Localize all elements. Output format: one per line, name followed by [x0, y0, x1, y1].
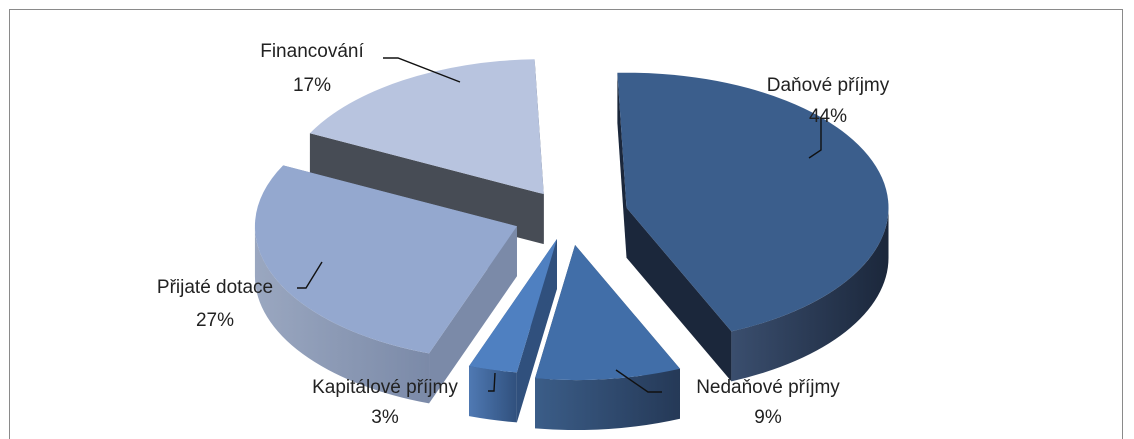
slice-kapitalove-prijmy-top	[469, 238, 557, 373]
label-danove-prijmy-value: 44%	[809, 106, 847, 127]
leader-line-kapitalove-prijmy	[488, 372, 496, 392]
label-danove-prijmy-name: Daňové příjmy	[767, 75, 890, 96]
slice-danove-prijmy	[617, 72, 889, 382]
leader-line-financovani	[383, 57, 461, 83]
slice-financovani	[309, 59, 544, 245]
leader-line-prijate-dotace	[297, 261, 323, 289]
slice-nedanove-prijmy-rim-0	[535, 368, 680, 430]
slice-financovani-top	[309, 59, 544, 195]
slice-danove-prijmy-wall-end	[626, 207, 732, 382]
pie-chart: Daňové příjmy 44% Nedaňové příjmy 9% Kap…	[157, 41, 890, 430]
label-prijate-dotace-value: 27%	[196, 310, 234, 331]
leader-line-nedanove-prijmy	[615, 369, 662, 393]
slice-danove-prijmy-rim-0	[731, 207, 889, 382]
label-financovani-name: Financování	[260, 41, 364, 62]
label-prijate-dotace-name: Přijaté dotace	[157, 277, 273, 298]
label-nedanove-prijmy-name: Nedaňové příjmy	[696, 377, 840, 398]
slice-nedanove-prijmy-top	[535, 244, 680, 380]
slice-prijate-dotace-top	[254, 165, 517, 354]
slice-financovani-wall-start	[309, 133, 544, 245]
slice-kapitalove-prijmy	[469, 238, 557, 423]
label-kapitalove-prijmy-value: 3%	[371, 407, 399, 428]
slice-prijate-dotace-rim-0	[254, 226, 430, 404]
labels-layer: Daňové příjmy 44% Nedaňové příjmy 9% Kap…	[157, 41, 890, 428]
slices-layer	[254, 59, 889, 430]
slice-danove-prijmy-wall-start	[617, 72, 627, 258]
label-kapitalove-prijmy-name: Kapitálové příjmy	[312, 377, 458, 398]
slice-prijate-dotace	[254, 165, 517, 404]
leader-line-danove-prijmy	[808, 118, 822, 159]
label-nedanove-prijmy-value: 9%	[754, 407, 782, 428]
slice-nedanove-prijmy	[535, 244, 680, 430]
label-financovani-value: 17%	[293, 75, 331, 96]
slice-kapitalove-prijmy-rim-0	[469, 366, 517, 423]
slice-prijate-dotace-wall-start	[429, 226, 517, 404]
